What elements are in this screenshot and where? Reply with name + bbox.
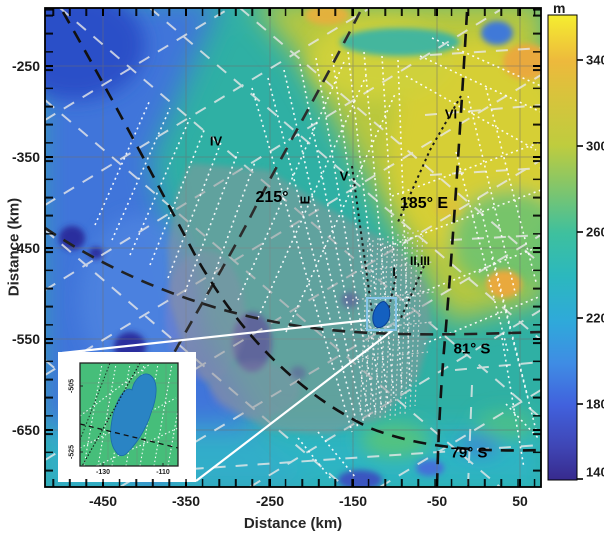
y-tick-label: -450 [11,240,40,256]
inset-y-tick-label: -525 [68,444,76,460]
meridian-185-line [435,11,469,487]
profile-i-line [387,275,397,313]
parallel-81-line [45,226,541,336]
survey-track-lines [94,37,541,481]
profile-vi-label: VI [444,106,458,122]
y-tick-label: -650 [11,422,40,438]
inset-panel [58,352,196,482]
meridian-215-east-label: E [297,195,313,205]
profile-iv-label: IV [209,133,223,149]
colorbar-tick-label: 3400 [586,52,604,68]
inset-x-tick-label: -110 [156,469,170,476]
callout-line-bottom [195,329,394,482]
x-tick-label: -250 [255,493,285,509]
profile-v-line [351,165,373,313]
meridian-185-label: 185° E [399,195,449,212]
inset-graticule [80,363,178,466]
x-tick-label: -450 [88,493,118,509]
callout-line-top [61,318,370,355]
y-tick-label: -550 [11,331,40,347]
colorbar-tick-label: 1400 [586,464,604,480]
black-dashed-graticule [45,11,541,487]
colorbar-tick-label: 2600 [586,224,604,240]
x-tick-label: 50 [512,493,528,509]
x-tick-label: -50 [426,493,448,509]
y-tick-label: -250 [11,58,40,74]
x-axis-title: Distance (km) [243,515,343,532]
colorbar-unit-label: m [553,0,566,16]
x-tick-label: -350 [171,493,201,509]
parallel-79-line [61,11,541,452]
meridian-215-label: 215° [255,189,289,206]
parallel-79-label: 79° S [450,444,488,462]
dense-track-cluster [349,229,435,421]
y-tick-label: -350 [11,149,40,165]
colorbar-tick-label: 2200 [586,310,604,326]
profile-i-label: I [392,265,396,279]
profile-ii-iii-line [399,265,425,321]
profile-ii-iii-label: II,III [409,254,431,268]
profile-v-label: V [339,168,349,184]
inset-callout [61,297,397,482]
lake-shape [372,301,391,329]
inset-x-tick-label: -130 [95,469,111,476]
colorbar-tick-label: 1800 [586,396,604,412]
x-tick-label: -150 [338,493,368,509]
colorbar-tick-label: 3000 [586,138,604,154]
survey-area-overlay [168,163,432,434]
meridian-215-line [148,11,362,399]
parallel-81-label: 81° S [453,340,491,358]
y-axis-title: Distance (km) [5,197,23,297]
profile-dotted-lines [351,95,462,321]
inset-border [79,362,179,467]
profile-vi-line [397,95,462,223]
colorbar [547,14,583,481]
inset-y-tick-label: -505 [68,378,76,394]
